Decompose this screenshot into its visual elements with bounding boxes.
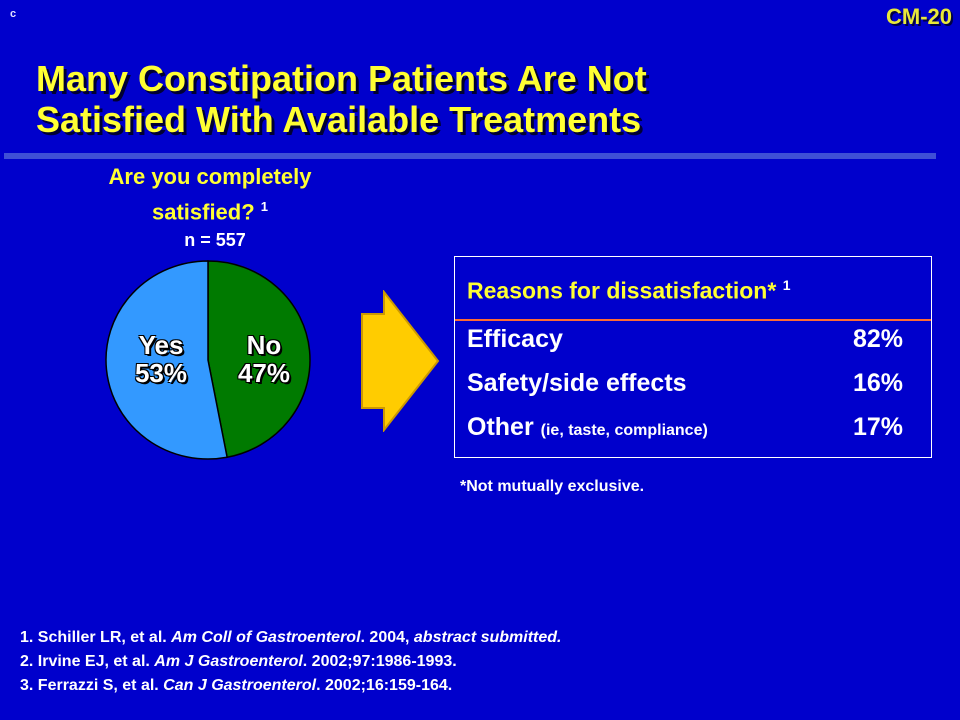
pie-slice-no xyxy=(207,260,311,459)
title-divider xyxy=(4,153,936,159)
reasons-title: Reasons for dissatisfaction* 1 xyxy=(467,277,791,305)
reference-journal: Am Coll of Gastroenterol xyxy=(171,629,361,646)
reference-journal: Can J Gastroenterol xyxy=(163,677,317,694)
slide-id: CM-20 xyxy=(885,4,952,29)
reasons-title-text: Reasons for dissatisfaction* xyxy=(467,277,777,304)
reference-details: . 2002;16:159-164. xyxy=(316,677,453,694)
reference-item: 1. Schiller LR, et al. Am Coll of Gastro… xyxy=(20,626,940,650)
reference-authors: 2. Irvine EJ, et al. xyxy=(20,653,155,670)
reason-label: Safety/side effects xyxy=(467,369,687,398)
slide-title-line-1: Many Constipation Patients Are Not xyxy=(36,58,647,99)
reference-details: . 2002;97:1986-1993. xyxy=(302,653,457,670)
survey-question: Are you completely satisfied? 1 xyxy=(40,162,380,227)
footnote: *Not mutually exclusive. xyxy=(460,478,645,495)
sample-size: n = 557 xyxy=(184,230,246,250)
references: 1. Schiller LR, et al. Am Coll of Gastro… xyxy=(20,626,940,698)
arrow-svg xyxy=(361,289,440,433)
reference-item: 3. Ferrazzi S, et al. Can J Gastroentero… xyxy=(20,674,940,698)
pie-label-yes: Yes 53% xyxy=(116,331,206,387)
survey-question-line-2: satisfied? 1 xyxy=(40,192,380,227)
survey-question-text: satisfied? xyxy=(151,199,255,225)
pie-label-no: No 47% xyxy=(222,331,306,387)
reference-item: 2. Irvine EJ, et al. Am J Gastroenterol.… xyxy=(20,650,940,674)
reasons-title-ref: 1 xyxy=(782,277,791,293)
reason-row-efficacy: Efficacy 82% xyxy=(467,325,917,365)
pie-svg xyxy=(105,260,311,460)
reference-authors: 3. Ferrazzi S, et al. xyxy=(20,677,164,694)
reason-label-text: Safety/side effects xyxy=(467,369,687,397)
survey-question-line-1: Are you completely xyxy=(108,164,312,189)
reason-value: 16% xyxy=(853,369,904,397)
reason-label-text: Efficacy xyxy=(467,325,563,353)
right-arrow-icon xyxy=(360,289,440,433)
pie-label-no-value: 47% xyxy=(237,358,291,388)
reasons-box: Reasons for dissatisfaction* 1 Efficacy … xyxy=(454,256,932,458)
reference-journal: Am J Gastroenterol xyxy=(154,653,303,670)
reason-label: Efficacy xyxy=(467,325,563,354)
reason-label-text: Other xyxy=(467,413,534,441)
reason-value: 82% xyxy=(853,325,904,353)
corner-mark: c xyxy=(10,8,17,20)
reasons-divider xyxy=(455,319,931,321)
reason-value: 17% xyxy=(853,413,904,441)
reason-row-other: Other (ie, taste, compliance) 17% xyxy=(467,413,917,453)
survey-question-ref: 1 xyxy=(260,199,269,214)
reason-note: (ie, taste, compliance) xyxy=(540,422,708,439)
satisfaction-pie-chart: Yes 53% No 47% xyxy=(104,259,312,461)
reference-details: . 2004, xyxy=(360,629,414,646)
reason-label: Other (ie, taste, compliance) xyxy=(467,413,708,442)
slide-title: Many Constipation Patients Are Not Satis… xyxy=(36,58,916,140)
reference-authors: 1. Schiller LR, et al. xyxy=(20,629,172,646)
pie-label-yes-value: 53% xyxy=(134,358,188,388)
pie-slice-yes xyxy=(105,260,228,460)
reference-note: abstract submitted. xyxy=(413,629,562,646)
slide-title-line-2: Satisfied With Available Treatments xyxy=(36,99,642,140)
reason-row-safety: Safety/side effects 16% xyxy=(467,369,917,409)
pie-label-no-name: No xyxy=(246,330,282,360)
pie-label-yes-name: Yes xyxy=(138,330,184,360)
